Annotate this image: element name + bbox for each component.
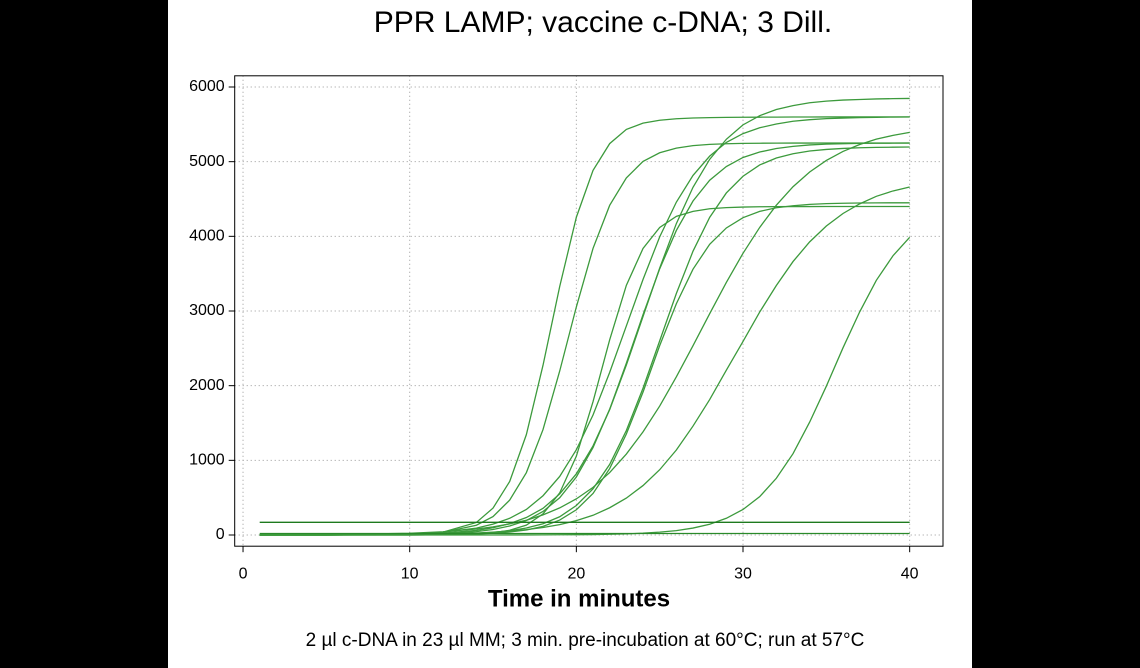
y-tick-label: 1000 — [189, 452, 225, 469]
x-tick-label: 40 — [901, 565, 919, 582]
y-tick-label: 6000 — [189, 78, 225, 95]
line-series — [259, 236, 911, 536]
line-series — [259, 116, 910, 536]
y-tick-label: 2000 — [189, 377, 225, 394]
y-tick-label: 5000 — [189, 153, 225, 170]
panel — [168, 0, 972, 668]
footnote: 2 µl c-DNA in 23 µl MM; 3 min. pre-incub… — [306, 630, 865, 651]
plot-frame — [234, 75, 944, 547]
x-tick-label: 30 — [734, 565, 752, 582]
x-tick-label: 0 — [239, 565, 248, 582]
line-series — [259, 142, 910, 536]
x-tick-label: 20 — [567, 565, 585, 582]
y-tick-label: 4000 — [189, 228, 225, 245]
line-series — [259, 142, 910, 536]
x-tick-label: 10 — [401, 565, 419, 582]
y-tick-label: 3000 — [189, 302, 225, 319]
x-axis-label: Time in minutes — [488, 585, 670, 612]
line-series — [259, 116, 910, 536]
y-tick-label: 0 — [216, 526, 225, 543]
chart-title: PPR LAMP; vaccine c-DNA; 3 Dill. — [374, 6, 832, 39]
line-series — [259, 186, 910, 536]
line-series — [259, 131, 910, 536]
